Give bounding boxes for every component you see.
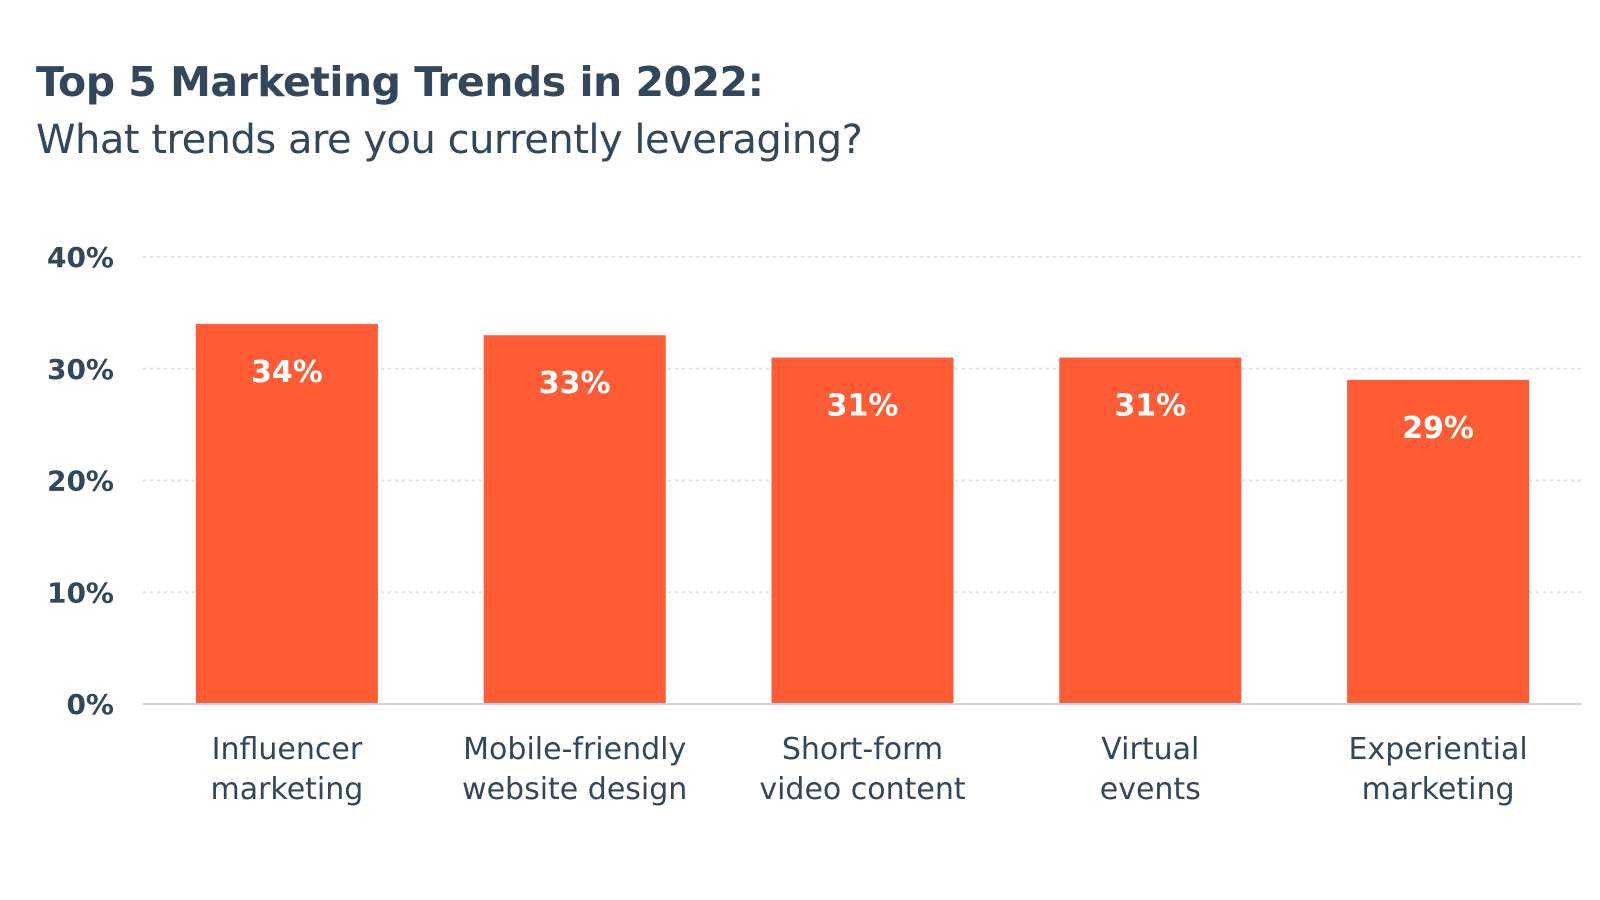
x-category-label: Experiential [1349,732,1528,767]
y-tick-label: 0% [66,688,114,721]
x-category-label: Influencer [212,732,363,767]
value-label: 31% [827,389,899,424]
bar [483,335,666,704]
y-tick-label: 30% [47,353,114,386]
value-label: 34% [251,355,323,390]
bar [1347,379,1530,704]
chart-subtitle: What trends are you currently leveraging… [36,117,863,163]
value-labels: 34% 33% 31% 31% 29% [251,355,1474,446]
value-label: 33% [539,366,611,401]
x-category-label: Short-form [782,732,943,767]
bars [195,324,1530,704]
bar [1059,357,1242,704]
grid-lines [143,256,1582,594]
x-category-label: Virtual [1101,732,1199,767]
chart-title: Top 5 Marketing Trends in 2022: [36,58,764,106]
x-category-label: events [1100,772,1201,807]
y-axis-ticks: 0% 10% 20% 30% 40% [47,241,114,721]
x-category-label: Mobile-friendly [463,732,686,767]
x-category-label: marketing [210,772,363,807]
x-axis-categories: Influencer marketing Mobile-friendly websit… [210,732,1527,807]
x-category-label: marketing [1362,772,1515,807]
x-category-label: video content [759,772,966,807]
bar [195,324,378,704]
value-label: 31% [1114,389,1186,424]
value-label: 29% [1402,411,1474,446]
x-category-label: website design [462,772,687,807]
bar [771,357,954,704]
y-tick-label: 10% [47,576,114,609]
y-tick-label: 40% [47,241,114,274]
y-tick-label: 20% [47,465,114,498]
